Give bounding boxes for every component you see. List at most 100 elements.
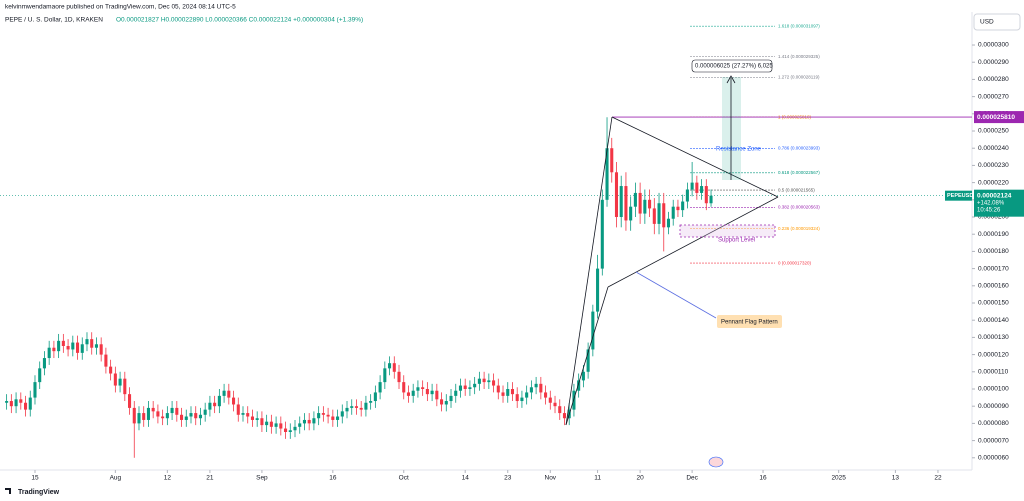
candle-body xyxy=(690,182,694,190)
candle-body xyxy=(312,418,316,424)
candle-body xyxy=(156,411,160,417)
y-tick-label: 0.0000240 xyxy=(978,145,1009,152)
candle-body xyxy=(685,189,689,202)
x-tick-label: 20 xyxy=(637,475,645,482)
currency-box[interactable] xyxy=(973,13,1021,31)
flagpole-line xyxy=(565,116,613,426)
candle-body xyxy=(619,186,623,218)
y-tick-label: 0.0000130 xyxy=(978,334,1009,341)
y-tick-label: 0.0000220 xyxy=(978,179,1009,186)
x-tick-label: 16 xyxy=(759,475,767,482)
candle-body xyxy=(38,368,42,383)
candle-body xyxy=(454,390,458,396)
candle-body xyxy=(42,358,46,369)
candle-body xyxy=(132,407,136,424)
y-tick-label: 0.0000060 xyxy=(978,455,1009,462)
fib-label: 0 (0.000017320) xyxy=(778,260,812,265)
y-tick-label: 0.0000180 xyxy=(978,248,1009,255)
fib-label: 0.236 (0.000019324) xyxy=(778,226,820,231)
fib-label: 1.272 (0.000028119) xyxy=(778,75,820,80)
candle-body xyxy=(468,387,472,389)
y-tick-label: 0.0000070 xyxy=(978,437,1009,444)
candle-body xyxy=(274,423,278,427)
y-tick-label: 0.0000140 xyxy=(978,317,1009,324)
candle-body xyxy=(151,407,155,412)
x-tick-label: 14 xyxy=(462,475,470,482)
candle-body xyxy=(430,390,434,395)
x-tick-label: 11 xyxy=(594,475,601,482)
candle-body xyxy=(501,392,505,396)
y-tick-label: 0.0000270 xyxy=(978,93,1009,100)
pennant-upper xyxy=(611,116,779,198)
y-tick-label: 0.0000250 xyxy=(978,128,1009,135)
candle-body xyxy=(170,407,174,414)
level-marker-box xyxy=(974,111,1024,124)
candle-body xyxy=(265,421,269,426)
candle-body xyxy=(397,371,401,383)
candle-body xyxy=(605,148,609,200)
resistance-label: Resistance Zone xyxy=(716,147,762,153)
fib-label: 0.382 (0.000020563) xyxy=(778,205,820,210)
candle-body xyxy=(345,407,349,412)
chart-title: PEPE / U. S. Dollar, 1D, KRAKEN xyxy=(5,17,103,24)
brand-logo xyxy=(5,488,11,494)
candle-body xyxy=(298,423,302,427)
candle-body xyxy=(33,382,37,398)
publisher: kelvinmwendamaore published on TradingVi… xyxy=(5,4,236,11)
candle-body xyxy=(520,397,524,402)
candle-body xyxy=(241,413,245,415)
plot: 1.618 (0.000031097) 1.414 (0.000029325) 1.… xyxy=(0,23,972,458)
x-tick-label: Nov xyxy=(545,475,557,482)
candle-body xyxy=(700,186,704,193)
candle-body xyxy=(458,385,463,391)
candle-body xyxy=(704,186,708,204)
candle-body xyxy=(180,414,184,420)
candle-body xyxy=(354,406,358,408)
candle-body xyxy=(75,342,80,353)
candle-body xyxy=(23,402,28,410)
candle-body xyxy=(562,413,567,419)
y-tick-label: 0.0000300 xyxy=(978,42,1009,49)
flagpole-line xyxy=(565,286,609,426)
candle-body xyxy=(610,148,614,173)
x-tick-label: 16 xyxy=(329,475,337,482)
candle-body xyxy=(652,208,656,224)
candle-body xyxy=(279,423,283,429)
fib-label: 0.618 (0.000022567) xyxy=(778,170,820,175)
support-label: Support Level xyxy=(718,238,755,244)
fib-label: 0.786 (0.000023993) xyxy=(778,146,820,151)
currency[interactable]: USD xyxy=(980,19,994,26)
candle-body xyxy=(203,409,207,415)
pattern-label: Pennant Flag Pattern xyxy=(721,320,778,326)
candle-body xyxy=(113,373,117,386)
candle-body xyxy=(388,363,392,369)
candle-body xyxy=(9,401,13,407)
candle-body xyxy=(47,347,51,359)
y-tick-label: 0.0000120 xyxy=(978,351,1009,358)
candle-body xyxy=(137,413,141,424)
candle-body xyxy=(577,380,581,391)
y-tick-label: 0.0000170 xyxy=(978,265,1009,272)
symbol-label: PEPEUSD xyxy=(947,193,973,199)
candle-body xyxy=(406,392,411,396)
x-tick-label: Dec xyxy=(686,475,698,482)
candle-body xyxy=(66,345,70,350)
level-marker-label: 0.000025810 xyxy=(977,114,1015,121)
candle-body xyxy=(496,385,500,393)
candle-body xyxy=(14,399,18,407)
x-tick-label: 12 xyxy=(164,475,172,482)
y-tick-label: 0.0000100 xyxy=(978,386,1009,393)
candle-body xyxy=(288,430,292,432)
x-tick-label: 21 xyxy=(206,475,214,482)
countdown-label: 10:45:26 xyxy=(977,207,1001,213)
candle-body xyxy=(123,378,127,395)
support-zone xyxy=(679,224,776,238)
event-icon[interactable] xyxy=(708,456,724,468)
x-tick-label: 15 xyxy=(31,475,39,482)
candle-body xyxy=(142,413,146,420)
candle-body xyxy=(128,394,132,408)
candle-body xyxy=(662,203,666,228)
candle-body xyxy=(109,366,113,374)
candle-body xyxy=(236,404,240,415)
candle-body xyxy=(709,195,713,204)
